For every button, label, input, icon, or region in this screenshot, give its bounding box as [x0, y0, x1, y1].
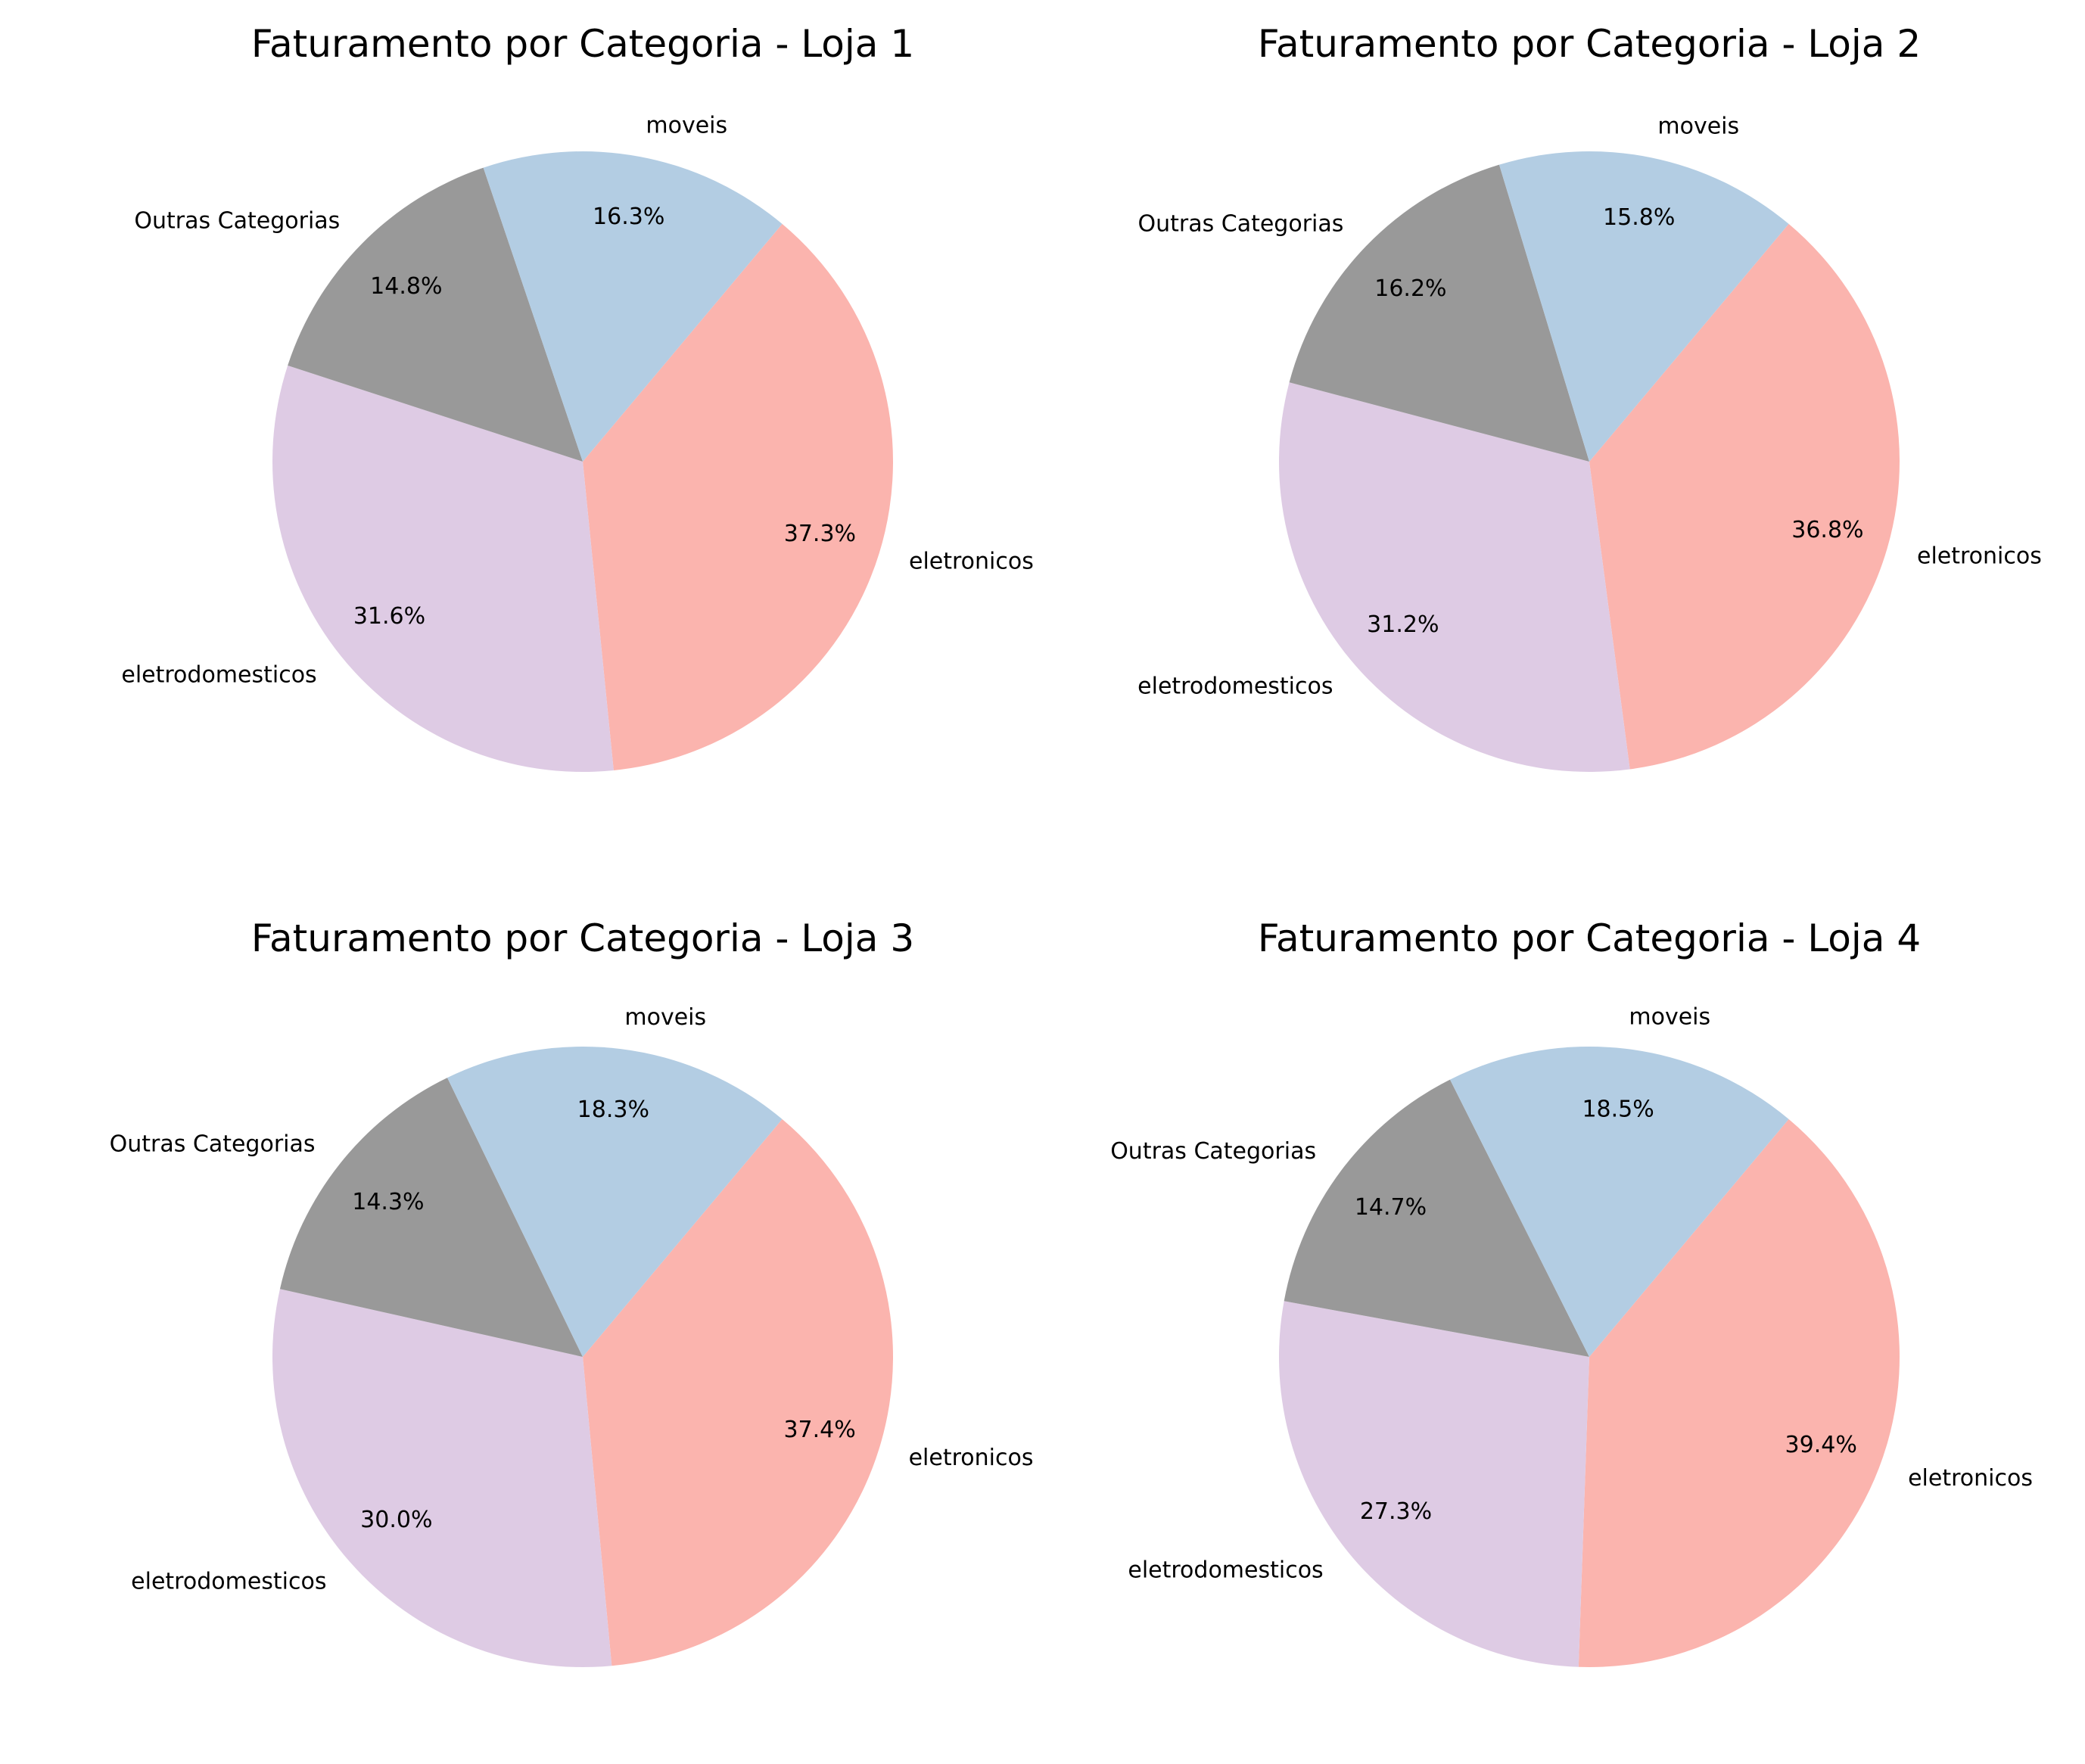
- slice-label: moveis: [646, 112, 727, 138]
- pie-slice-outras-categorias: [288, 167, 583, 462]
- slice-percent-label: 37.3%: [784, 521, 856, 547]
- pie-slice-eletrodomesticos: [1278, 382, 1630, 772]
- slice-label: Outras Categorias: [134, 207, 340, 234]
- slice-percent-label: 18.3%: [577, 1097, 649, 1123]
- chart-title: Faturamento por Categoria - Loja 4: [1258, 916, 1921, 960]
- slice-label: eletrodomesticos: [121, 661, 316, 688]
- pie-slice-eletronicos: [583, 223, 894, 770]
- pie-slice-outras-categorias: [1289, 164, 1589, 462]
- pie-panel-loja-2: Faturamento por Categoria - Loja 2 eletr…: [1137, 22, 2042, 772]
- pie-slice-eletrodomesticos: [1278, 1301, 1589, 1667]
- pie-slice-outras-categorias: [279, 1078, 583, 1357]
- chart-title: Faturamento por Categoria - Loja 1: [251, 22, 914, 66]
- slice-label: Outras Categorias: [110, 1131, 316, 1158]
- slice-percent-label: 39.4%: [1785, 1432, 1857, 1458]
- pie-panel-loja-1: Faturamento por Categoria - Loja 1 eletr…: [121, 22, 1034, 773]
- slice-label: eletronicos: [1908, 1465, 2033, 1492]
- slice-percent-label: 37.4%: [783, 1417, 855, 1443]
- pie-slices: eletronicos 37.3% eletrodomesticos 31.6% Out…: [121, 112, 1034, 773]
- pie-slice-moveis: [1498, 151, 1789, 462]
- chart-title: Faturamento por Categoria - Loja 3: [251, 916, 914, 960]
- slice-percent-label: 27.3%: [1360, 1498, 1432, 1525]
- slice-label: eletrodomesticos: [1137, 674, 1333, 700]
- pie-slices: eletronicos 36.8% eletrodomesticos 31.2% Out…: [1137, 114, 2042, 772]
- slice-label: moveis: [1629, 1004, 1710, 1031]
- slice-label: eletronicos: [1917, 543, 2042, 570]
- slice-percent-label: 31.6%: [353, 603, 425, 630]
- slice-label: moveis: [1657, 114, 1739, 140]
- pie-panel-loja-3: Faturamento por Categoria - Loja 3 eletr…: [110, 916, 1034, 1668]
- slice-label: Outras Categorias: [1110, 1138, 1316, 1165]
- slice-percent-label: 18.5%: [1582, 1097, 1654, 1123]
- slice-percent-label: 15.8%: [1603, 204, 1675, 231]
- chart-title: Faturamento por Categoria - Loja 2: [1258, 22, 1921, 66]
- pie-slice-eletrodomesticos: [272, 1289, 612, 1668]
- pie-slice-moveis: [447, 1047, 783, 1357]
- slice-percent-label: 14.7%: [1355, 1194, 1427, 1221]
- pie-slice-eletrodomesticos: [272, 366, 614, 773]
- slice-percent-label: 31.2%: [1367, 611, 1439, 638]
- pie-slice-outras-categorias: [1284, 1079, 1589, 1357]
- slice-percent-label: 16.3%: [593, 204, 664, 230]
- slice-percent-label: 36.8%: [1791, 517, 1863, 543]
- pie-slice-moveis: [1449, 1046, 1789, 1357]
- slice-label: eletronicos: [909, 1445, 1034, 1471]
- pie-slices: eletronicos 39.4% eletrodomesticos 27.3% Out…: [1110, 1004, 2033, 1667]
- slice-label: eletrodomesticos: [1128, 1557, 1323, 1583]
- pie-slices: eletronicos 37.4% eletrodomesticos 30.0% Out…: [110, 1004, 1034, 1668]
- slice-label: eletrodomesticos: [131, 1569, 326, 1595]
- pie-slice-moveis: [483, 151, 783, 462]
- slice-percent-label: 14.3%: [352, 1189, 424, 1215]
- pie-slice-eletronicos: [1589, 223, 1900, 770]
- slice-percent-label: 14.8%: [370, 273, 442, 300]
- pie-slice-eletronicos: [583, 1118, 894, 1666]
- slice-label: moveis: [624, 1004, 706, 1031]
- slice-percent-label: 16.2%: [1374, 275, 1446, 302]
- pie-panel-loja-4: Faturamento por Categoria - Loja 4 eletr…: [1110, 916, 2033, 1667]
- pie-slice-eletronicos: [1578, 1118, 1900, 1667]
- slice-label: Outras Categorias: [1137, 210, 1343, 237]
- slice-percent-label: 30.0%: [360, 1507, 432, 1533]
- slice-label: eletronicos: [909, 548, 1034, 574]
